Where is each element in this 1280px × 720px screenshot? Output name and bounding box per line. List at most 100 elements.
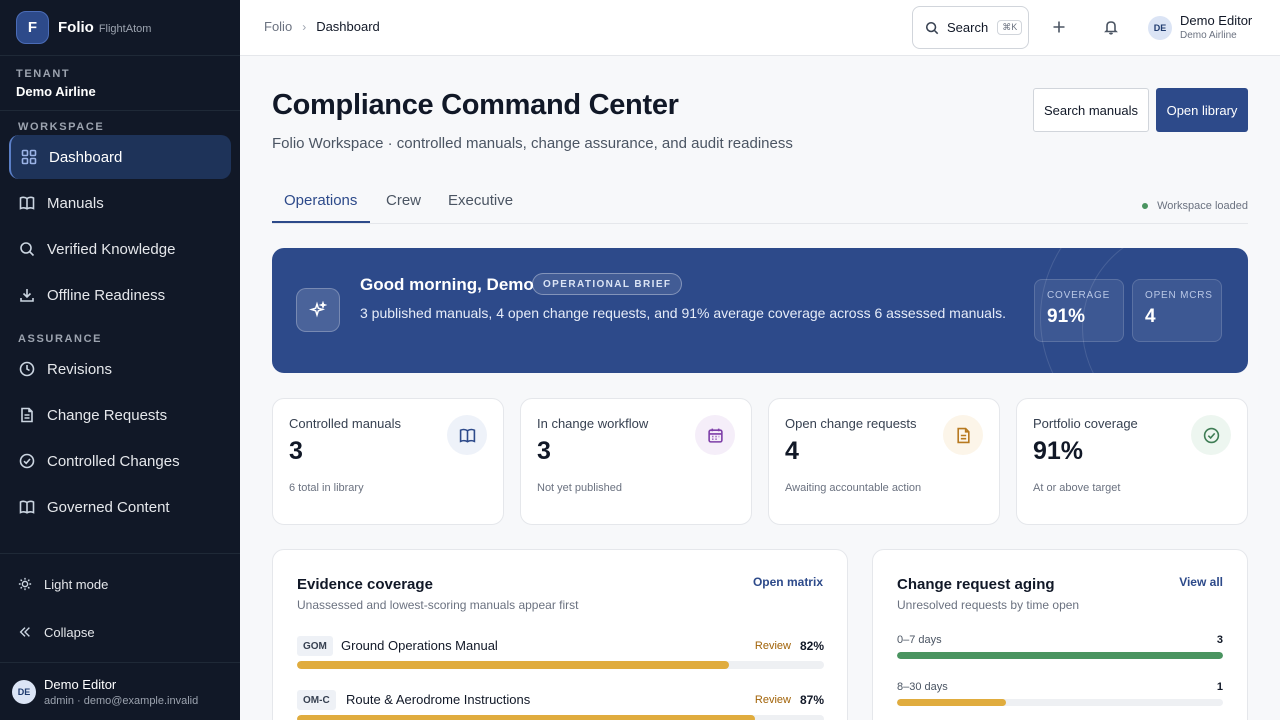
aging-count: 1 (1216, 681, 1223, 693)
manual-code: GOM (297, 636, 333, 656)
kpi-label: Portfolio coverage (1033, 416, 1138, 431)
sidebar-item-label: Controlled Changes (47, 452, 180, 470)
decorative-ring (1082, 248, 1248, 373)
kpi-card-change-workflow[interactable]: In change workflow 3 Not yet published (520, 398, 752, 525)
sparkle-icon (296, 288, 340, 332)
light-mode-toggle[interactable]: Light mode (0, 560, 240, 608)
brand-name: Folio (58, 19, 94, 36)
active-tab-indicator (272, 221, 370, 223)
kpi-value: 3 (537, 437, 551, 465)
kpi-subtext: Awaiting accountable action (785, 482, 922, 494)
tenant-switcher[interactable]: TENANT Demo Airline (0, 56, 240, 111)
aging-bar (897, 699, 1223, 706)
main-content: Compliance Command Center Folio Workspac… (240, 56, 1280, 720)
kpi-value: 4 (785, 437, 799, 465)
search-icon (925, 21, 939, 34)
light-mode-label: Light mode (44, 576, 109, 592)
sidebar-item-label: Change Requests (47, 406, 168, 424)
search-icon (19, 241, 35, 257)
search-shortcut: ⌘K (997, 20, 1023, 35)
open-matrix-link[interactable]: Open matrix (752, 575, 823, 589)
breadcrumb-current: Dashboard (316, 19, 380, 34)
change-request-aging-panel: Change request aging Unresolved requests… (872, 549, 1248, 720)
coverage-bar (297, 715, 824, 720)
search-manuals-button[interactable]: Search manuals (1033, 88, 1149, 132)
kpi-value: 3 (289, 437, 303, 465)
sidebar-item-change-requests[interactable]: Change Requests (9, 393, 231, 437)
open-mcrs-stat: OPEN MCRS 4 (1132, 279, 1222, 342)
kpi-card-portfolio-coverage[interactable]: Portfolio coverage 91% At or above targe… (1016, 398, 1248, 525)
document-icon (943, 415, 983, 455)
user-name: Demo Editor (44, 676, 117, 692)
collapse-button[interactable]: Collapse (0, 608, 240, 656)
plus-icon[interactable] (1051, 19, 1067, 35)
collapse-label: Collapse (44, 624, 95, 640)
kpi-label: Controlled manuals (289, 416, 402, 431)
sidebar-item-revisions[interactable]: Revisions (9, 347, 231, 391)
aging-bar-fill (897, 699, 1006, 706)
download-icon (19, 287, 35, 303)
tab-crew[interactable]: Crew (386, 192, 422, 209)
tenant-name: Demo Airline (16, 84, 96, 99)
sidebar-item-offline-readiness[interactable]: Offline Readiness (9, 273, 231, 317)
top-header: Folio › Dashboard Search ⌘K DE Demo Edit… (240, 0, 1280, 56)
aging-bucket-label: 8–30 days (897, 681, 948, 693)
coverage-percent: 87% (799, 693, 824, 707)
decorative-ring (1040, 248, 1248, 373)
tenant-label: TENANT (16, 68, 71, 80)
kpi-subtext: 6 total in library (289, 482, 364, 494)
sidebar-item-label: Revisions (47, 360, 113, 378)
sidebar-user[interactable]: DE Demo Editor admin · demo@example.inva… (0, 662, 240, 720)
sidebar-footer: Light mode Collapse DE Demo Editor admin… (0, 553, 240, 720)
manual-name: Route & Aerodrome Instructions (346, 692, 531, 707)
kpi-label: Open change requests (785, 416, 917, 431)
coverage-stat: COVERAGE 91% (1034, 279, 1124, 342)
user-menu[interactable]: Demo Editor Demo Airline (1180, 13, 1252, 41)
page-subtitle: Folio Workspace · controlled manuals, ch… (272, 135, 793, 152)
brand-sub: FlightAtom (98, 22, 152, 35)
check-circle-icon (1191, 415, 1231, 455)
avatar[interactable]: DE (1148, 16, 1172, 40)
sun-icon (18, 577, 32, 591)
search-label: Search (947, 20, 989, 35)
breadcrumb-separator: › (302, 19, 307, 34)
open-library-button[interactable]: Open library (1156, 88, 1248, 132)
kpi-card-controlled-manuals[interactable]: Controlled manuals 3 6 total in library (272, 398, 504, 525)
coverage-bar-fill (297, 661, 730, 669)
review-status: Review (754, 694, 791, 706)
brand[interactable]: F Folio FlightAtom (0, 0, 240, 56)
stat-label: COVERAGE (1047, 290, 1111, 301)
sidebar-item-label: Manuals (47, 194, 104, 212)
panel-subtitle: Unassessed and lowest-scoring manuals ap… (297, 598, 579, 612)
sidebar-item-label: Verified Knowledge (47, 240, 176, 258)
sidebar-item-verified-knowledge[interactable]: Verified Knowledge (9, 227, 231, 271)
aging-count: 3 (1216, 634, 1223, 646)
sidebar: F Folio FlightAtom TENANT Demo Airline W… (0, 0, 240, 720)
sidebar-item-governed-content[interactable]: Governed Content (9, 485, 231, 529)
breadcrumb-root[interactable]: Folio (264, 19, 293, 34)
review-status: Review (754, 640, 791, 652)
sidebar-item-dashboard[interactable]: Dashboard (9, 135, 231, 179)
assurance-section-label: ASSURANCE (18, 333, 103, 345)
tab-executive[interactable]: Executive (448, 192, 514, 209)
stat-value: 4 (1145, 306, 1156, 327)
bell-icon[interactable] (1103, 19, 1119, 35)
coverage-bar-fill (297, 715, 756, 720)
sidebar-item-controlled-changes[interactable]: Controlled Changes (9, 439, 231, 483)
search-button[interactable]: Search ⌘K (912, 6, 1029, 49)
stat-value: 91% (1047, 306, 1086, 327)
tab-operations[interactable]: Operations (284, 192, 358, 209)
kpi-card-open-change-requests[interactable]: Open change requests 4 Awaiting accounta… (768, 398, 1000, 525)
aging-bucket-label: 0–7 days (897, 634, 942, 646)
manual-name: Ground Operations Manual (341, 638, 498, 653)
kpi-subtext: Not yet published (537, 482, 622, 494)
double-chevron-left-icon (18, 625, 32, 639)
sidebar-item-manuals[interactable]: Manuals (9, 181, 231, 225)
panel-subtitle: Unresolved requests by time open (897, 598, 1080, 612)
clock-icon (19, 361, 35, 377)
evidence-coverage-panel: Evidence coverage Unassessed and lowest-… (272, 549, 848, 720)
aging-bar-fill (897, 652, 1223, 659)
breadcrumb: Folio › Dashboard (264, 19, 380, 34)
panel-title: Change request aging (897, 576, 1055, 593)
view-all-link[interactable]: View all (1179, 575, 1223, 589)
